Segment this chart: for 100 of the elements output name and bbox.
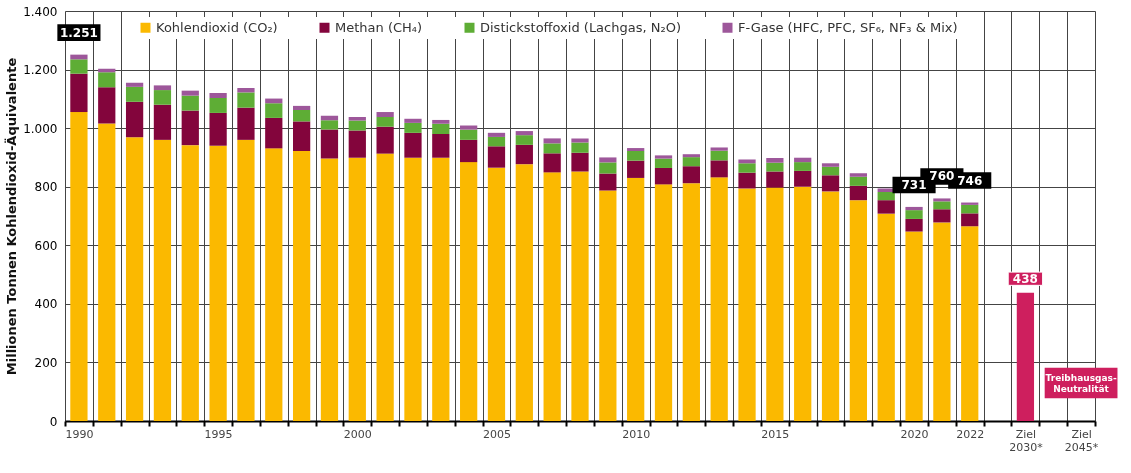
y-axis-title: Millionen Tonnen Kohlendioxid-Äquivalente [4, 57, 20, 376]
bar [543, 153, 561, 173]
bar [320, 120, 339, 130]
bar [404, 118, 422, 123]
y-tick-label: 0 [49, 414, 58, 429]
bar [432, 123, 450, 134]
bar [348, 157, 366, 421]
bar [460, 162, 478, 421]
x-tick-label: 2020 [900, 427, 929, 441]
x-tick-label: Ziel 2045* [1064, 427, 1099, 454]
bar [292, 121, 311, 151]
bar [125, 137, 144, 421]
bar [766, 158, 784, 163]
bar [181, 95, 199, 111]
y-tick-label: 400 [34, 297, 58, 312]
bar [460, 125, 478, 130]
bar [515, 131, 533, 136]
bar [599, 173, 617, 191]
x-tick-label: 2010 [622, 427, 651, 441]
bar [404, 157, 422, 421]
bar [571, 138, 589, 143]
x-tick-label: 2015 [761, 427, 790, 441]
x-tick-label: 2005 [482, 427, 511, 441]
y-tick-label: 1.400 [23, 4, 58, 19]
bar [460, 139, 478, 163]
x-tick-label: 2000 [343, 427, 372, 441]
bar [292, 109, 311, 122]
bar [487, 146, 506, 168]
bar [153, 85, 172, 91]
bar [515, 135, 533, 145]
bar [877, 200, 895, 214]
bar [376, 153, 394, 421]
bar [821, 163, 840, 167]
bar [599, 162, 617, 174]
bar [404, 132, 422, 158]
bar [376, 112, 394, 118]
bar [794, 170, 812, 187]
bar [627, 177, 645, 421]
bar [181, 145, 199, 421]
bar [821, 166, 840, 176]
bar [320, 129, 339, 159]
bar [599, 157, 617, 163]
bar [933, 198, 951, 202]
bar [348, 117, 366, 121]
bar [877, 191, 895, 201]
bar [849, 200, 868, 421]
y-tick-label: 200 [34, 355, 58, 370]
bar [237, 139, 255, 421]
y-tick-label: 1.000 [23, 121, 58, 136]
bar [125, 101, 144, 138]
bar [292, 150, 311, 421]
bar [599, 190, 617, 421]
bar [98, 87, 116, 124]
bar [70, 112, 88, 421]
bar [487, 132, 506, 137]
y-tick-label: 1.200 [23, 63, 58, 78]
bar [209, 97, 227, 113]
bar [237, 107, 255, 140]
bar [320, 158, 339, 421]
legend-label: Kohlendioxid (CO₂) [156, 19, 278, 35]
bar [627, 150, 645, 161]
bar [821, 191, 840, 421]
bar [933, 201, 951, 210]
legend-label: Distickstoffoxid (Lachgas, N₂O) [480, 19, 681, 35]
bar [905, 210, 923, 219]
x-tick-label: 1995 [204, 427, 233, 441]
bar [460, 129, 478, 140]
total-label: 1.251 [59, 25, 98, 40]
bar [515, 144, 533, 165]
bar [181, 90, 199, 96]
bar [682, 183, 700, 421]
y-tick-label: 800 [34, 180, 58, 195]
bar [849, 185, 868, 201]
bar [487, 136, 506, 147]
bar [209, 93, 227, 98]
bar [265, 117, 283, 149]
bar [961, 213, 979, 227]
bar [432, 134, 450, 158]
bar [70, 59, 88, 74]
bar [153, 139, 172, 421]
bar [98, 72, 116, 88]
bar [432, 157, 450, 421]
bar [738, 163, 756, 173]
bar [98, 123, 116, 421]
total-label: 731 [901, 177, 927, 192]
bar [487, 167, 506, 421]
bar [292, 105, 311, 110]
bar [543, 138, 561, 144]
bar [265, 103, 283, 118]
bar [849, 173, 868, 177]
bar [432, 119, 450, 124]
bar [571, 152, 589, 172]
bar [933, 222, 951, 421]
bar [515, 164, 533, 421]
bar [933, 209, 951, 223]
bar [153, 104, 172, 140]
bar [376, 117, 394, 127]
legend-label: F-Gase (HFC, PFC, SF₆, NF₃ & Mix) [738, 19, 958, 35]
bar [821, 175, 840, 192]
total-label: 760 [929, 169, 955, 184]
